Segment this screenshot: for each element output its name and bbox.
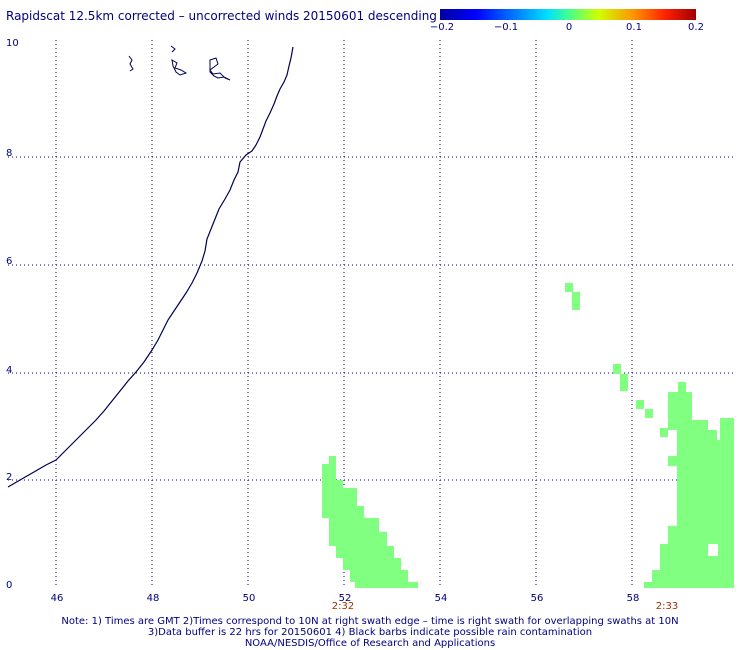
wind-cell [644, 582, 734, 588]
wind-cell [322, 480, 343, 496]
island-3 [171, 59, 188, 76]
wind-cells [322, 283, 734, 588]
wind-cell [678, 382, 686, 392]
y-tick-2: 2 [6, 472, 13, 483]
x-tick-48: 48 [146, 593, 160, 604]
swath-time-2: 2:33 [655, 601, 679, 612]
colorbar [440, 9, 696, 20]
wind-cell [322, 464, 336, 480]
coastline [7, 46, 294, 488]
wind-cell [636, 400, 644, 409]
wind-cell [718, 544, 734, 556]
wind-cell [668, 456, 734, 466]
wind-cell [329, 518, 379, 532]
y-tick-0: 0 [6, 580, 13, 591]
wind-cell [343, 558, 401, 570]
wind-cell [677, 496, 734, 526]
x-tick-52: 52 [338, 593, 352, 604]
colorbar-label-pos: 0.1 [626, 22, 642, 33]
y-tick-4: 4 [6, 365, 13, 376]
wind-cell [645, 409, 653, 418]
islands [128, 45, 231, 81]
wind-cell [660, 544, 708, 556]
colorbar-label-max: 0.2 [688, 22, 704, 33]
x-tick-50: 50 [242, 593, 256, 604]
colorbar-label-zero: 0 [565, 22, 573, 33]
wind-cell [652, 570, 734, 582]
wind-cell [613, 364, 621, 374]
x-tick-58: 58 [626, 593, 640, 604]
wind-cell [677, 430, 717, 440]
wind-cell [355, 582, 418, 588]
wind-cell [565, 283, 573, 292]
wind-cell [343, 488, 357, 496]
wind-cell [329, 532, 387, 546]
swath-time-1: 2:32 [331, 601, 355, 612]
wind-cell [572, 292, 580, 310]
wind-cell [350, 570, 408, 582]
wind-cell [620, 374, 628, 391]
island-1 [170, 45, 176, 53]
island-2 [128, 55, 134, 72]
note-line-3: NOAA/NESDIS/Office of Research and Appli… [244, 638, 496, 649]
y-tick-6: 6 [6, 256, 13, 267]
x-tick-54: 54 [434, 593, 448, 604]
colorbar-label-min: −0.2 [429, 22, 455, 33]
note-line-1: Note: 1) Times are GMT 2)Times correspon… [61, 616, 679, 627]
x-tick-56: 56 [530, 593, 544, 604]
y-tick-10: 10 [6, 38, 19, 49]
x-tick-46: 46 [50, 593, 64, 604]
wind-cell [668, 526, 734, 544]
wind-cell [720, 418, 734, 440]
wind-cell [668, 420, 708, 430]
wind-cell [660, 556, 734, 570]
grid-lines [8, 40, 734, 588]
map-title: Rapidscat 12.5km corrected – uncorrected… [6, 9, 437, 23]
wind-cell [668, 392, 692, 420]
wind-cell [336, 546, 394, 558]
wind-cell [329, 456, 336, 464]
island-4 [209, 57, 231, 81]
wind-cell [322, 496, 357, 506]
colorbar-label-neg: −0.1 [493, 22, 519, 33]
y-tick-8: 8 [6, 148, 13, 159]
wind-cell [677, 440, 734, 456]
note-line-2: 3)Data buffer is 22 hrs for 20150601 4) … [147, 627, 593, 638]
wind-cell [677, 466, 734, 496]
wind-cell [660, 428, 668, 437]
wind-cell [322, 506, 364, 518]
